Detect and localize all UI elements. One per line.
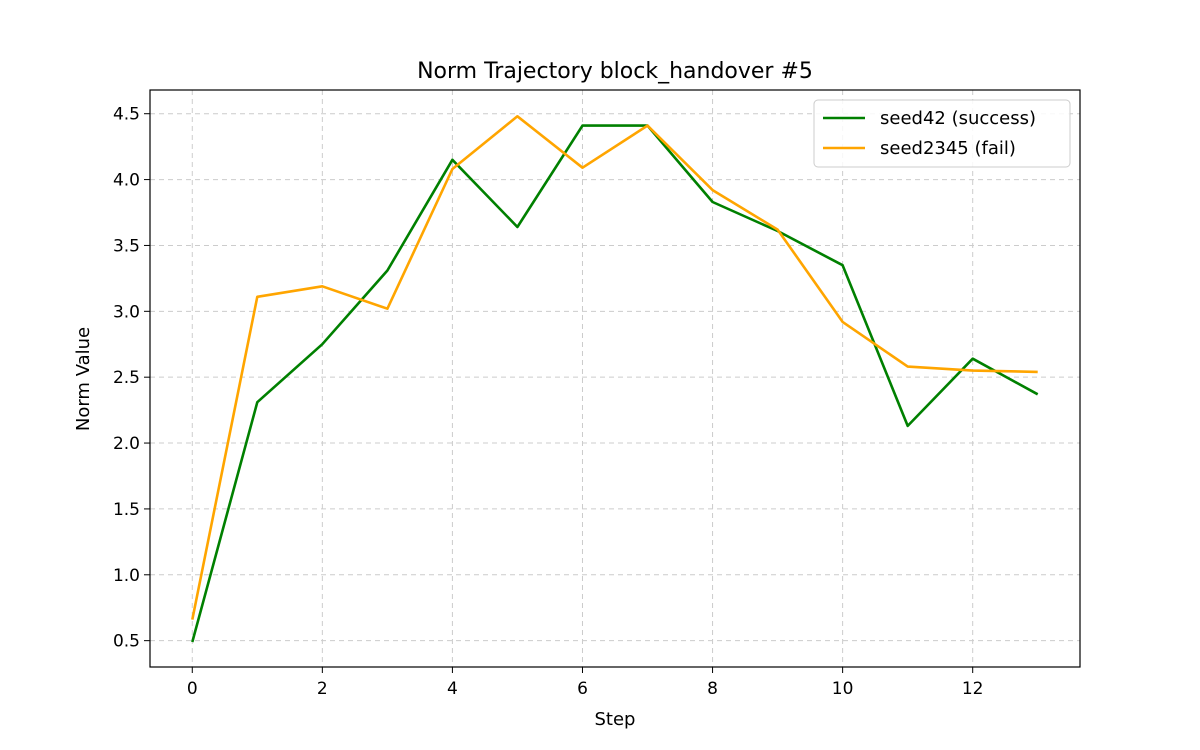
chart-title: Norm Trajectory block_handover #5 bbox=[417, 59, 813, 84]
y-axis: 0.5 1.0 1.5 2.0 2.5 3.0 3.5 4.0 4.5 bbox=[113, 105, 150, 652]
y-tick-label: 0.5 bbox=[113, 632, 140, 652]
plot-frame bbox=[149, 89, 1081, 668]
legend-label-seed42: seed42 (success) bbox=[880, 108, 1036, 129]
legend-label-seed2345: seed2345 (fail) bbox=[880, 138, 1016, 159]
x-tick-label: 6 bbox=[577, 679, 588, 699]
x-axis: 0 2 4 6 8 10 12 bbox=[187, 667, 984, 699]
y-tick-label: 1.5 bbox=[113, 500, 140, 520]
y-tick-label: 4.0 bbox=[113, 171, 140, 191]
x-tick-label: 8 bbox=[707, 679, 718, 699]
legend: seed42 (success) seed2345 (fail) bbox=[813, 99, 1071, 168]
x-tick-label: 4 bbox=[447, 679, 458, 699]
y-tick-label: 3.0 bbox=[113, 302, 140, 322]
y-tick-label: 2.5 bbox=[113, 368, 140, 388]
grid bbox=[150, 90, 1080, 667]
series-layer bbox=[191, 115, 1039, 643]
series-line-seed42 bbox=[191, 124, 1039, 643]
x-tick-label: 10 bbox=[832, 679, 854, 699]
x-tick-label: 0 bbox=[187, 679, 198, 699]
y-tick-label: 2.0 bbox=[113, 434, 140, 454]
y-tick-label: 4.5 bbox=[113, 105, 140, 125]
y-axis-label: Norm Value bbox=[73, 327, 94, 431]
x-tick-label: 2 bbox=[317, 679, 328, 699]
x-axis-label: Step bbox=[595, 709, 636, 730]
y-tick-label: 3.5 bbox=[113, 236, 140, 256]
x-tick-label: 12 bbox=[962, 679, 984, 699]
series-line-seed2345 bbox=[191, 115, 1038, 620]
legend-box bbox=[813, 99, 1071, 168]
y-tick-label: 1.0 bbox=[113, 566, 140, 586]
